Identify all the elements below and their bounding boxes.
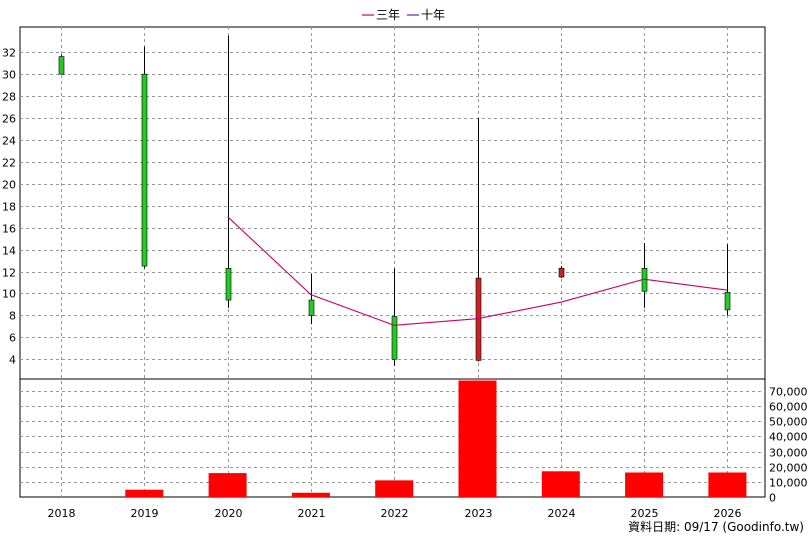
volume-tick-label: 60,000 [769, 401, 808, 414]
price-tick-label: 24 [2, 135, 16, 148]
price-tick-label: 28 [2, 91, 16, 104]
price-tick-label: 18 [2, 201, 16, 214]
volume-tick-label: 40,000 [769, 431, 808, 444]
volume-bar [291, 492, 330, 497]
legend-ten-year-label: 十年 [421, 8, 445, 22]
price-tick-label: 26 [2, 113, 16, 126]
candle-body [558, 267, 565, 278]
volume-bar [375, 480, 414, 497]
volume-tick-label: 50,000 [769, 416, 808, 429]
volume-tick-label: 20,000 [769, 462, 808, 475]
candles [58, 35, 731, 366]
volume-tick-label: 10,000 [769, 477, 808, 490]
axis-labels: 468101214161820222426283032010,00020,000… [2, 47, 808, 521]
volume-bars [125, 380, 747, 497]
year-tick-label: 2025 [631, 507, 659, 520]
volume-tick-label: 0 [769, 492, 776, 505]
series-line [227, 216, 728, 326]
price-tick-label: 20 [2, 179, 16, 192]
price-tick-label: 12 [2, 267, 16, 280]
price-tick-label: 30 [2, 69, 16, 82]
price-tick-label: 8 [9, 310, 16, 323]
year-tick-label: 2024 [548, 507, 576, 520]
year-tick-label: 2023 [465, 507, 493, 520]
grid [20, 27, 765, 497]
volume-bar [208, 473, 247, 497]
volume-bar [125, 489, 164, 497]
price-tick-label: 6 [9, 332, 16, 345]
year-tick-label: 2022 [381, 507, 409, 520]
legend: 三年 十年 [362, 8, 445, 22]
volume-tick-label: 30,000 [769, 447, 808, 460]
candle-body [58, 56, 65, 75]
volume-tick-label: 70,000 [769, 386, 808, 399]
volume-bar [541, 471, 580, 497]
price-tick-label: 4 [9, 354, 16, 367]
legend-three-year-label: 三年 [376, 8, 400, 22]
year-tick-label: 2026 [714, 507, 742, 520]
price-tick-label: 32 [2, 47, 16, 60]
moving-average-lines [227, 216, 728, 326]
candle-body [724, 292, 731, 311]
candle-body [141, 73, 148, 267]
price-tick-label: 22 [2, 157, 16, 170]
candle-body [391, 316, 398, 360]
candle-body [225, 267, 232, 301]
price-tick-label: 10 [2, 288, 16, 301]
year-tick-label: 2021 [298, 507, 326, 520]
volume-bar [625, 472, 664, 497]
year-tick-label: 2018 [48, 507, 76, 520]
price-tick-label: 16 [2, 223, 16, 236]
data-date-footer: 資料日期: 09/17 (Goodinfo.tw) [628, 520, 804, 534]
year-tick-label: 2019 [131, 507, 159, 520]
volume-bar [708, 472, 747, 497]
candle-body [308, 299, 315, 316]
year-tick-label: 2020 [215, 507, 243, 520]
price-tick-label: 14 [2, 245, 16, 258]
volume-bar [458, 380, 497, 497]
